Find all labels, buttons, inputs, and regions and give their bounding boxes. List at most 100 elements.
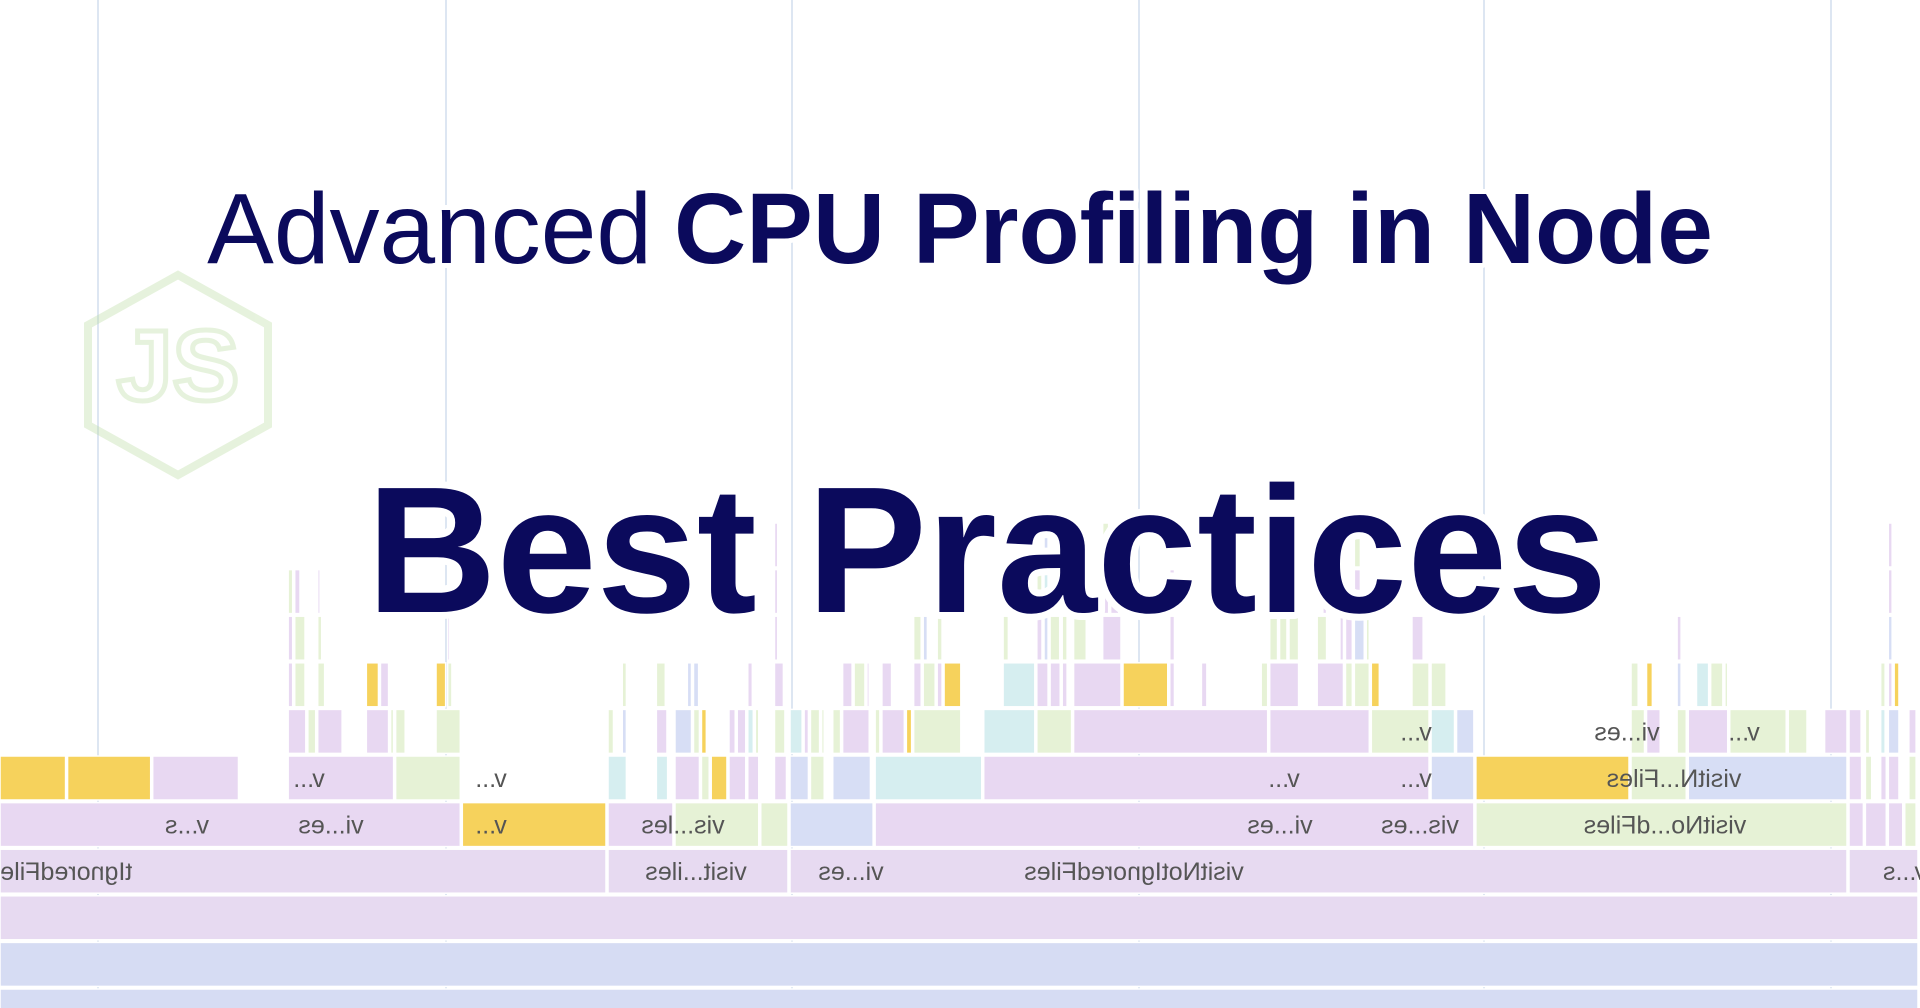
- flame-label: v...: [1268, 765, 1299, 793]
- flame-frame: [1169, 615, 1176, 661]
- flame-frame: [773, 522, 779, 568]
- flame-frame: [1430, 708, 1456, 755]
- flame-label: vis...es: [1381, 812, 1459, 840]
- flame-frame: [151, 755, 240, 801]
- flame-frame: [316, 568, 321, 615]
- flame-frame: [621, 708, 628, 755]
- flame-frame: [394, 708, 406, 755]
- flame-frame: [773, 568, 779, 615]
- flame-frame: [1904, 801, 1917, 848]
- flame-frame: [1724, 662, 1729, 708]
- flame-frame: [1061, 662, 1068, 708]
- flame-frame: [1475, 755, 1630, 801]
- flame-label: v...s: [1883, 858, 1920, 886]
- flame-frame: [1475, 801, 1848, 848]
- flame-frame: [1036, 708, 1073, 755]
- flame-frame: [1316, 662, 1345, 708]
- flame-frame: [287, 615, 294, 661]
- flame-frame: [1908, 708, 1917, 755]
- flame-frame: [287, 568, 294, 615]
- flame-label: vis...les: [641, 812, 724, 840]
- flame-frame: [1353, 662, 1371, 708]
- flame-frame: [0, 801, 462, 848]
- flame-frame: [66, 755, 152, 801]
- flame-frame: [809, 755, 825, 801]
- flame-label: vi...es: [1594, 718, 1659, 746]
- flame-frame: [446, 615, 451, 661]
- flame-frame: [365, 662, 380, 708]
- flame-frame: [789, 708, 803, 755]
- flame-label: visit...iles: [645, 858, 746, 886]
- flame-frame: [1430, 662, 1447, 708]
- nodejs-logo: JS: [84, 270, 272, 480]
- flame-frame: [686, 662, 693, 708]
- flame-frame: [809, 708, 821, 755]
- flame-frame: [1887, 801, 1904, 848]
- flame-label: v...: [293, 765, 324, 793]
- flame-frame: [1036, 615, 1043, 661]
- flame-frame: [1887, 662, 1893, 708]
- flame-frame: [287, 662, 294, 708]
- flame-frame: [710, 755, 728, 801]
- subtitle: Best Practices: [367, 450, 1608, 651]
- flame-frame: [912, 615, 922, 661]
- flame-frame: [1036, 568, 1043, 615]
- flame-frame: [1887, 708, 1900, 755]
- flame-frame: [728, 708, 736, 755]
- flame-label: visitNotIgnoredFiles: [1024, 858, 1244, 886]
- flame-frame: [1709, 662, 1724, 708]
- flame-graph: [0, 522, 1919, 1008]
- flame-frame: [1864, 755, 1873, 801]
- flame-frame: [394, 755, 462, 801]
- flame-frame: [1072, 662, 1122, 708]
- flame-frame: [293, 615, 306, 661]
- flame-frame: [655, 708, 668, 755]
- flame-frame: [1887, 522, 1893, 568]
- flame-frame: [1630, 708, 1646, 755]
- flame-label: visitNo...dFiles: [1584, 812, 1747, 840]
- flame-frame: [1072, 708, 1269, 755]
- flame-frame: [773, 708, 786, 755]
- flame-frame: [435, 662, 447, 708]
- flame-frame: [1122, 662, 1169, 708]
- flame-frame: [1864, 708, 1871, 755]
- flame-frame: [1200, 662, 1208, 708]
- flame-frame: [982, 708, 1036, 755]
- flame-frame: [1695, 662, 1710, 708]
- flame-frame: [0, 941, 1919, 988]
- flame-frame: [674, 708, 693, 755]
- flame-frame: [943, 662, 962, 708]
- flame-frame: [621, 662, 628, 708]
- flame-frame: [1893, 662, 1900, 708]
- flame-frame: [1288, 615, 1300, 661]
- flame-frame: [1344, 615, 1354, 661]
- flame-frame: [1887, 755, 1900, 801]
- flame-frame: [1879, 708, 1886, 755]
- flame-frame: [1848, 708, 1862, 755]
- flame-frame: [1365, 615, 1371, 661]
- flame-frame: [1676, 708, 1688, 755]
- flame-frame: [982, 755, 1430, 801]
- flame-frame: [1353, 615, 1365, 661]
- flame-frame: [760, 801, 789, 848]
- flame-frame: [1728, 708, 1787, 755]
- flame-frame: [1353, 568, 1362, 615]
- flame-frame: [1455, 708, 1475, 755]
- flame-frame: [1411, 662, 1430, 708]
- flame-frame: [1260, 662, 1269, 708]
- flame-frame: [1043, 615, 1049, 661]
- flame-frame: [1353, 522, 1362, 568]
- flame-frame: [1879, 662, 1886, 708]
- flame-frame: [747, 662, 754, 708]
- flame-frame: [389, 708, 395, 755]
- flame-frame: [1823, 708, 1848, 755]
- flame-frame: [0, 848, 607, 894]
- flame-label: visitN...Files: [1607, 765, 1742, 793]
- flame-frame: [1676, 662, 1682, 708]
- flame-label: v...: [1400, 718, 1431, 746]
- title-prefix: Advanced: [207, 173, 652, 285]
- logo-text: JS: [117, 310, 239, 422]
- flame-frame: [1268, 615, 1279, 661]
- flame-frame: [1879, 755, 1888, 801]
